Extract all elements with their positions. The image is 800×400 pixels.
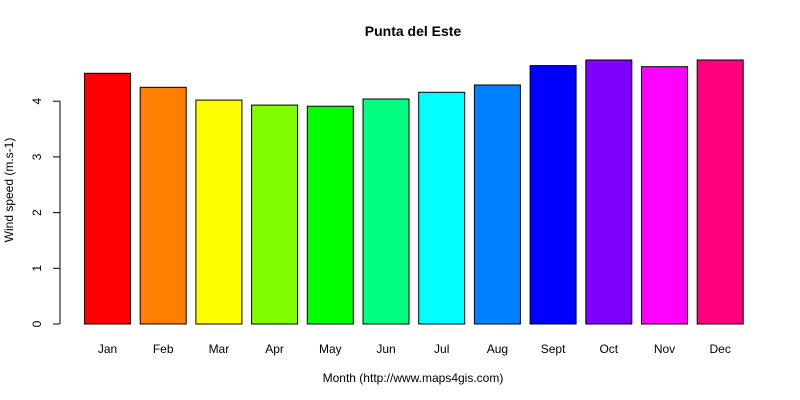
x-tick-label: Dec	[710, 342, 731, 356]
chart-title: Punta del Este	[365, 23, 462, 39]
bar-oct	[585, 59, 633, 325]
bar-jan	[84, 72, 131, 325]
y-tick-label: 0	[30, 320, 44, 327]
bar-jun	[362, 98, 410, 325]
bar-feb	[139, 86, 187, 325]
y-axis-label: Wind speed (m.s-1)	[2, 138, 16, 243]
y-tick-label: 4	[30, 98, 44, 105]
bar-apr	[251, 104, 299, 325]
x-tick-label: Aug	[487, 342, 508, 356]
x-tick-labels: Jan Feb Mar Apr May Jun Jul Aug Sept Oct Nov Dec	[98, 342, 731, 356]
bar-may	[306, 105, 354, 325]
bar-mar	[195, 99, 243, 325]
bar-nov	[641, 66, 688, 325]
x-tick-label: Mar	[209, 342, 230, 356]
x-tick-label: May	[319, 342, 342, 356]
bar-dec	[696, 59, 744, 325]
x-tick-label: Apr	[265, 342, 284, 356]
x-tick-label: Nov	[654, 342, 675, 356]
x-tick-label: Feb	[153, 342, 174, 356]
y-tick-label: 1	[30, 265, 44, 272]
x-tick-label: Jul	[434, 342, 449, 356]
bars-group	[84, 59, 744, 325]
bar-sept	[529, 65, 577, 325]
x-axis-label: Month (http://www.maps4gis.com)	[323, 371, 504, 385]
x-tick-label: Oct	[599, 342, 618, 356]
y-axis: 0 1 2 3 4	[30, 98, 61, 327]
bar-aug	[473, 84, 521, 325]
x-tick-label: Jan	[98, 342, 117, 356]
y-tick-label: 3	[30, 153, 44, 160]
x-tick-label: Jun	[376, 342, 395, 356]
x-tick-label: Sept	[541, 342, 566, 356]
bar-jul	[418, 91, 466, 325]
y-tick-label: 2	[30, 209, 44, 216]
